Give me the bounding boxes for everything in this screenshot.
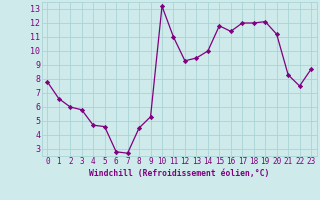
X-axis label: Windchill (Refroidissement éolien,°C): Windchill (Refroidissement éolien,°C)	[89, 169, 269, 178]
